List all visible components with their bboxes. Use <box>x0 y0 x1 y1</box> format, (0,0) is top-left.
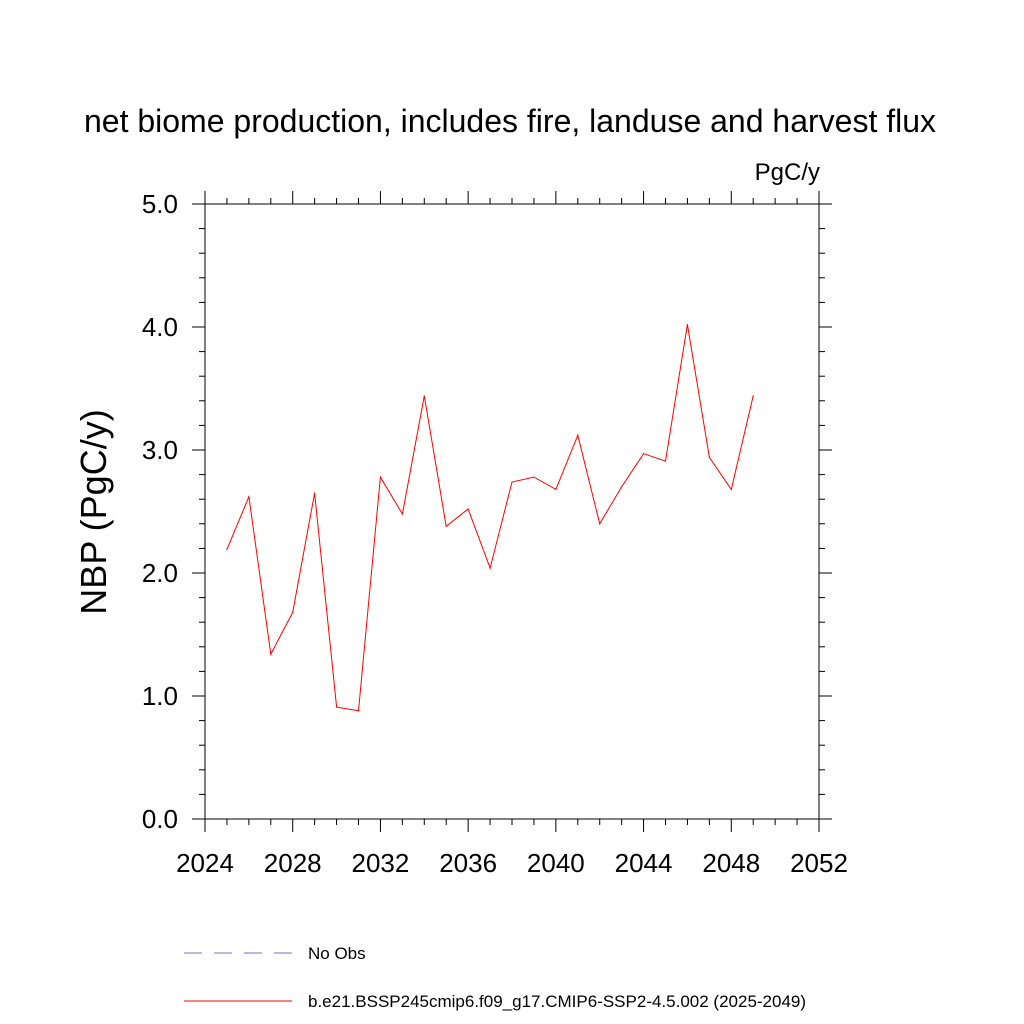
y-tick-label: 0.0 <box>142 804 178 834</box>
y-tick-label: 3.0 <box>142 435 178 465</box>
units-label: PgC/y <box>755 159 820 186</box>
data-point <box>686 323 689 326</box>
plot-frame <box>204 203 820 820</box>
y-tick-label: 4.0 <box>142 312 178 342</box>
data-point <box>708 456 710 458</box>
y-tick-label: 1.0 <box>142 681 178 711</box>
data-point <box>270 653 272 655</box>
data-point <box>357 710 360 712</box>
data-point <box>401 513 403 515</box>
y-tick-label: 2.0 <box>142 558 178 588</box>
x-tick-label: 2036 <box>439 848 497 878</box>
legend-label-model: b.e21.BSSP245cmip6.f09_g17.CMIP6-SSP2-4.… <box>308 992 806 1011</box>
x-tick-label: 2028 <box>264 848 322 878</box>
data-point <box>467 508 469 510</box>
data-point <box>292 611 294 613</box>
data-point <box>730 488 732 490</box>
data-point <box>533 476 535 478</box>
data-point <box>752 395 754 397</box>
data-point <box>423 395 425 397</box>
data-point <box>599 523 601 525</box>
data-point <box>489 567 491 569</box>
y-tick-labels: 0.0 1.0 2.0 3.0 4.0 5.0 <box>142 189 178 834</box>
data-point <box>226 549 228 551</box>
data-point <box>511 481 513 483</box>
x-tick-label: 2040 <box>527 848 585 878</box>
series-line <box>226 324 754 712</box>
data-point <box>621 486 623 488</box>
chart-title: net biome production, includes fire, lan… <box>84 103 936 139</box>
data-point <box>379 476 382 478</box>
x-tick-label: 2052 <box>790 848 848 878</box>
y-tick-label: 5.0 <box>142 189 178 219</box>
x-tick-label: 2044 <box>615 848 673 878</box>
x-tick-label: 2024 <box>176 848 234 878</box>
y-axis-label: NBP (PgC/y) <box>73 409 114 614</box>
legend: No Obs b.e21.BSSP245cmip6.f09_g17.CMIP6-… <box>184 944 806 1011</box>
data-point <box>555 488 557 490</box>
data-point <box>445 525 447 527</box>
legend-label-no-obs: No Obs <box>308 944 366 963</box>
x-tick-label: 2032 <box>352 848 410 878</box>
data-point <box>642 453 645 455</box>
x-tick-label: 2048 <box>702 848 760 878</box>
series-layer <box>226 323 754 712</box>
data-point <box>335 706 338 708</box>
data-point <box>664 460 667 462</box>
axis-ticks <box>192 191 832 832</box>
data-point <box>577 434 579 436</box>
data-point <box>314 492 316 494</box>
x-tick-labels: 2024 2028 2032 2036 2040 2044 2048 2052 <box>176 848 848 878</box>
data-point <box>248 496 250 498</box>
